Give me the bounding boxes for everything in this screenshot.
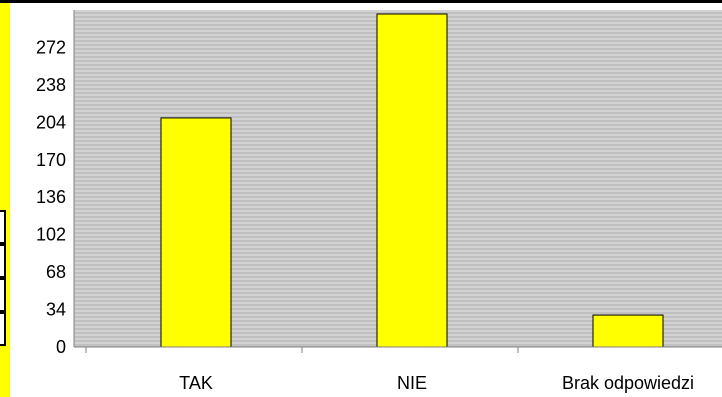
x-tick-label: TAK: [179, 373, 213, 393]
y-tick-label: 238: [36, 75, 66, 95]
y-tick-label: 170: [36, 150, 66, 170]
y-tick-label: 102: [36, 225, 66, 245]
bar-tak: [160, 117, 232, 348]
y-tick-label: 0: [56, 337, 66, 357]
x-tick-label: Brak odpowiedzi: [562, 373, 694, 393]
bar-nie: [376, 13, 448, 348]
y-tick-label: 204: [36, 112, 66, 132]
legend-box-fragment: [0, 278, 6, 312]
legend-box-fragment: [0, 244, 6, 278]
y-tick-label: 136: [36, 187, 66, 207]
legend-box-fragment: [0, 210, 6, 244]
x-tick-label: NIE: [397, 373, 427, 393]
legend-box-fragment: [0, 312, 6, 346]
y-tick-label: 34: [46, 300, 66, 320]
y-tick-label: 272: [36, 37, 66, 57]
accent-strip: [0, 0, 10, 397]
bar-brak-odpowiedzi: [592, 314, 664, 348]
top-border: [0, 0, 722, 3]
y-tick-label: 68: [46, 262, 66, 282]
